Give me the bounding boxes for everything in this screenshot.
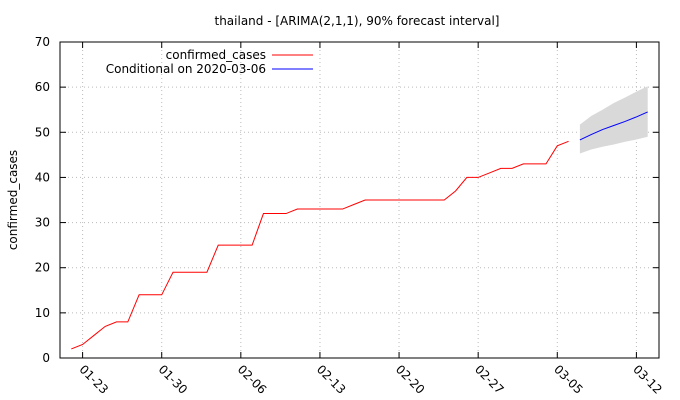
- y-tick-label: 30: [35, 216, 50, 230]
- y-tick-label: 60: [35, 80, 50, 94]
- y-tick-label: 70: [35, 35, 50, 49]
- x-tick-label: 03-12: [630, 362, 665, 397]
- forecast-interval-band: [579, 86, 648, 154]
- gridlines: [60, 42, 659, 358]
- y-tick-label: 10: [35, 306, 50, 320]
- chart-title: thailand - [ARIMA(2,1,1), 90% forecast i…: [215, 14, 500, 28]
- x-tick-label: 02-27: [472, 362, 507, 397]
- x-tick-label: 03-05: [551, 362, 586, 397]
- x-tick-label: 02-20: [393, 362, 428, 397]
- axis-ticks: 0 10 20 30 40 50 60 70 01-23 01-30 02-06 02-13 02-20…: [35, 35, 665, 397]
- y-axis-title: confirmed_cases: [6, 150, 20, 250]
- legend-label-confirmed-cases: confirmed_cases: [166, 48, 266, 62]
- y-tick-label: 50: [35, 125, 50, 139]
- series-lines: [71, 111, 648, 350]
- legend: confirmed_cases Conditional on 2020-03-0…: [106, 48, 313, 76]
- series-line-conditional-forecast: [579, 111, 648, 141]
- forecast-band-area: [579, 86, 648, 154]
- x-tick-label: 01-30: [156, 362, 191, 397]
- x-tick-label: 02-13: [314, 362, 349, 397]
- series-line-confirmed-cases: [71, 140, 569, 350]
- y-tick-label: 40: [35, 170, 50, 184]
- x-tick-label: 02-06: [235, 362, 270, 397]
- y-tick-label: 20: [35, 261, 50, 275]
- legend-label-conditional-forecast: Conditional on 2020-03-06: [106, 62, 266, 76]
- x-tick-label: 01-23: [76, 362, 111, 397]
- plot-frame: [59, 41, 660, 359]
- y-tick-label: 0: [42, 351, 50, 365]
